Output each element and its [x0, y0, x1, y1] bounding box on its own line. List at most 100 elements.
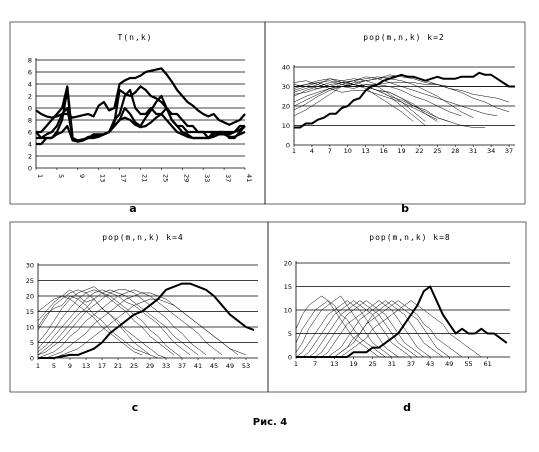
x-tick-label: 21 — [141, 174, 149, 182]
x-tick-label: 31 — [388, 360, 396, 368]
x-tick-label: 37 — [178, 362, 186, 370]
series-line — [37, 295, 143, 356]
x-tick-label: 16 — [379, 147, 387, 155]
series-line — [293, 84, 486, 128]
x-tick-label: 1 — [36, 362, 40, 370]
series-line — [38, 298, 247, 359]
panel-b: pop(m,n,k) k=2 0 10 20 30 40 1 4 7 10 13 16 19 22 25 2… — [264, 21, 526, 215]
x-tick-label: 45 — [210, 362, 218, 370]
series-line — [295, 295, 386, 358]
series-line — [293, 78, 450, 122]
panel-c-label: c — [132, 401, 139, 414]
series-line — [294, 71, 515, 129]
x-tick-label: 41 — [194, 362, 202, 370]
series-line — [37, 289, 159, 359]
x-tick-label: 19 — [349, 360, 357, 368]
x-tick-label: 13 — [362, 147, 370, 155]
plot-d: 0 5 10 15 20 1 7 13 19 25 31 37 43 49 55 61 — [284, 260, 510, 368]
y-tick-label: 8 — [28, 117, 32, 125]
series-line — [293, 80, 438, 120]
x-tick-label: 13 — [82, 362, 90, 370]
series-line — [37, 289, 223, 359]
series-line — [38, 292, 239, 359]
series-line — [37, 289, 207, 356]
y-tick-label: 0 — [286, 142, 290, 150]
x-tick-label: 37 — [224, 174, 232, 182]
y-tick-label: 10 — [26, 324, 34, 332]
x-tick-label: 9 — [68, 362, 72, 370]
y-tick-label: 0 — [288, 354, 292, 362]
x-tick-label: 28 — [451, 147, 459, 155]
y-tick-label: 6 — [28, 69, 32, 77]
series-line — [296, 285, 508, 358]
panel-a: T(n,k) 0 2 4 6 8 0 2 4 6 8 1 5 9 13 17 21 25 29 33 37 41 a — [9, 21, 266, 215]
x-tick-label: 37 — [505, 147, 513, 155]
y-tick-label: 2 — [28, 93, 32, 101]
series-line — [38, 282, 255, 359]
series-line — [37, 289, 167, 359]
series-line — [296, 300, 412, 358]
x-tick-label: 10 — [344, 147, 352, 155]
x-tick-label: 55 — [464, 360, 472, 368]
x-tick-label: 53 — [242, 362, 250, 370]
y-tick-label: 0 — [28, 105, 32, 113]
x-tick-label: 19 — [397, 147, 405, 155]
x-tick-label: 13 — [99, 174, 107, 182]
x-tick-label: 41 — [245, 174, 253, 182]
y-tick-label: 30 — [282, 83, 290, 91]
y-tick-label: 10 — [284, 307, 292, 315]
series-line — [296, 300, 450, 358]
x-tick-label: 49 — [445, 360, 453, 368]
x-tick-label: 29 — [146, 362, 154, 370]
panel-c-title: pop(m,n,k) k=4 — [102, 233, 183, 242]
series-line — [295, 300, 392, 358]
panel-d-title: pop(m,n,k) k=8 — [369, 233, 450, 242]
x-tick-label: 17 — [98, 362, 106, 370]
x-tick-label: 25 — [130, 362, 138, 370]
panel-b-title: pop(m,n,k) k=2 — [363, 33, 444, 42]
x-tick-label: 34 — [487, 147, 495, 155]
series-line — [296, 300, 418, 358]
x-tick-label: 1 — [294, 360, 298, 368]
y-tick-label: 0 — [28, 165, 32, 173]
y-tick-label: 4 — [28, 81, 32, 89]
x-tick-label: 25 — [433, 147, 441, 155]
series-line — [37, 289, 191, 356]
x-tick-label: 25 — [369, 360, 377, 368]
x-tick-label: 33 — [162, 362, 170, 370]
y-tick-label: 25 — [26, 277, 34, 285]
figure-caption: Рис. 4 — [253, 417, 288, 428]
y-tick-label: 15 — [26, 308, 34, 316]
x-tick-label: 9 — [78, 174, 86, 178]
series-line — [296, 300, 424, 358]
x-tick-label: 5 — [52, 362, 56, 370]
x-tick-label: 1 — [292, 147, 296, 155]
series-line — [35, 112, 246, 143]
x-tick-label: 33 — [203, 174, 211, 182]
y-tick-label: 5 — [288, 330, 292, 338]
x-tick-label: 22 — [415, 147, 423, 155]
x-tick-label: 4 — [310, 147, 314, 155]
y-tick-label: 10 — [282, 122, 290, 130]
x-tick-label: 31 — [469, 147, 477, 155]
x-tick-label: 37 — [407, 360, 415, 368]
plot-b: 0 10 20 30 40 1 4 7 10 13 16 19 22 25 28 31 34 37 — [282, 64, 515, 155]
y-tick-label: 6 — [28, 129, 32, 137]
y-tick-label: 0 — [30, 355, 34, 363]
panel-a-title: T(n,k) — [118, 33, 153, 42]
y-tick-label: 30 — [26, 262, 34, 270]
panel-a-label: a — [129, 202, 136, 215]
x-tick-label: 61 — [484, 360, 492, 368]
x-tick-label: 21 — [114, 362, 122, 370]
x-tick-label: 1 — [36, 174, 44, 178]
y-tick-label: 20 — [26, 293, 34, 301]
panel-b-label: b — [401, 202, 409, 215]
y-tick-label: 15 — [284, 283, 292, 291]
y-tick-label: 20 — [282, 103, 290, 111]
x-tick-label: 13 — [330, 360, 338, 368]
y-tick-label: 5 — [30, 339, 34, 347]
series-line — [37, 289, 199, 356]
series-line — [37, 295, 151, 356]
series-line — [35, 67, 246, 126]
